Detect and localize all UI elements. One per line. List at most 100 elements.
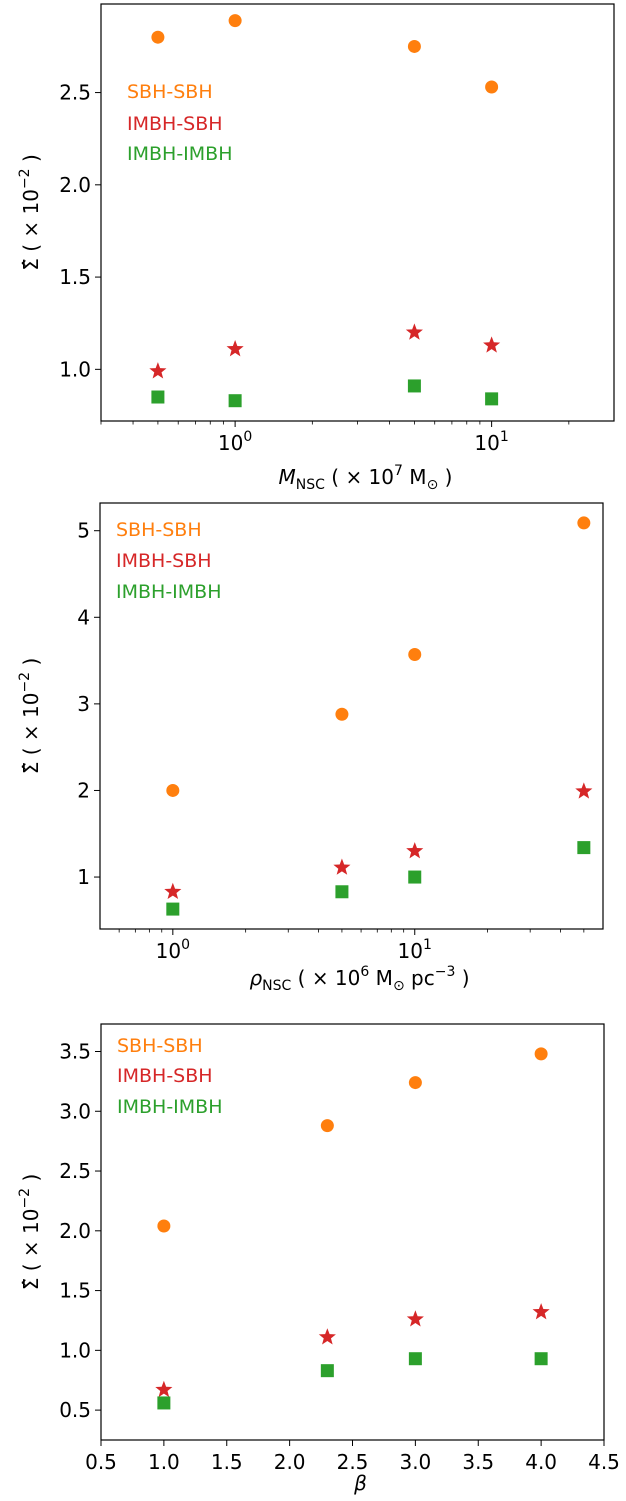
- y-label-symbol: Σ̂: [19, 762, 43, 775]
- data-point-square: [151, 390, 165, 404]
- x-label-sun-subscript: ⊙: [393, 978, 405, 994]
- x-label-unit: pc: [405, 966, 435, 990]
- data-point-star: [575, 782, 593, 799]
- data-point-square: [166, 902, 180, 916]
- x-tick-base: 10: [218, 431, 243, 455]
- x-tick-exponent: 0: [243, 429, 252, 445]
- series-sbh-sbh: [157, 1047, 548, 1233]
- data-point-square: [485, 392, 499, 406]
- x-tick-base: 10: [474, 431, 499, 455]
- data-point-star: [406, 1310, 424, 1327]
- y-tick-label: 1.0: [59, 357, 91, 381]
- plot-frame: [100, 1023, 605, 1441]
- data-point-star: [226, 340, 244, 357]
- legend-entry: IMBH-SBH: [127, 113, 223, 135]
- legend-entry: SBH-SBH: [116, 519, 202, 541]
- legend-entry: SBH-SBH: [117, 1035, 203, 1057]
- data-point-square: [320, 1364, 334, 1378]
- y-axis-label: Σ̂ ( × 10−2 ): [17, 1174, 43, 1291]
- data-point-circle: [151, 30, 165, 44]
- x-tick-label: 1.5: [211, 1450, 243, 1474]
- legend-entry: IMBH-IMBH: [116, 581, 222, 603]
- data-point-square: [577, 841, 591, 855]
- y-tick-label: 4: [77, 605, 90, 629]
- chart-panel-mass: 100 101 1.0 1.5 2.0 2.5 SBH-SBH IMBH-SBH IMBH-IM…: [0, 0, 626, 495]
- x-tick-label: 0.5: [85, 1450, 117, 1474]
- data-point-square: [407, 379, 421, 393]
- data-point-circle: [335, 707, 349, 721]
- x-tick-label: 4.5: [588, 1450, 620, 1474]
- y-tick-label: 0.5: [59, 1398, 91, 1422]
- data-point-circle: [157, 1219, 171, 1233]
- data-point-circle: [534, 1047, 548, 1061]
- x-tick-label: 100: [218, 429, 252, 455]
- x-label-text: ( × 10: [291, 966, 360, 990]
- y-tick-label: 1: [77, 865, 90, 889]
- y-tick-label: 3.5: [59, 1039, 91, 1063]
- y-label-symbol: Σ̂: [19, 258, 43, 271]
- x-tick-label: 4.0: [525, 1450, 557, 1474]
- x-tick-label: 1.0: [148, 1450, 180, 1474]
- series-imbh-sbh: [149, 323, 501, 379]
- legend-entry: IMBH-IMBH: [117, 1096, 223, 1118]
- x-tick-base: 10: [398, 939, 423, 963]
- y-label-text: ): [19, 1174, 43, 1188]
- plot-frame: [100, 3, 615, 422]
- data-point-circle: [407, 39, 421, 53]
- x-tick-exponent: 0: [181, 937, 190, 953]
- data-point-star: [532, 1303, 550, 1320]
- series-imbh-imbh: [151, 379, 499, 408]
- data-point-star: [149, 362, 167, 379]
- x-label-text: ( × 10: [325, 465, 394, 489]
- data-point-star: [483, 336, 501, 353]
- data-point-circle: [485, 80, 499, 94]
- y-label-text: ( × 10: [19, 189, 43, 258]
- x-tick-label: 2.0: [274, 1450, 306, 1474]
- legend-entry: IMBH-SBH: [117, 1065, 213, 1087]
- data-point-circle: [228, 14, 242, 28]
- y-label-exponent: −2: [17, 1188, 33, 1209]
- data-point-square: [335, 885, 349, 899]
- data-point-star: [155, 1380, 173, 1398]
- data-point-star: [405, 323, 423, 340]
- x-tick-label: 2.5: [337, 1450, 369, 1474]
- y-label-text: ( × 10: [19, 693, 43, 762]
- series-imbh-imbh: [166, 841, 591, 916]
- x-label-symbol: ρ: [249, 966, 262, 990]
- x-label-exponent: 6: [360, 964, 369, 980]
- x-label-subscript: NSC: [262, 978, 291, 994]
- x-label-text: ): [455, 966, 469, 990]
- data-point-square: [228, 394, 242, 408]
- data-point-square: [534, 1352, 548, 1366]
- data-point-circle: [408, 1076, 422, 1090]
- chart-panel-beta: 0.5 1.0 1.5 2.0 2.5 3.0 3.5 4.0 4.5 0.5 1.0 1.5 2.0 2…: [0, 1000, 626, 1501]
- data-point-star: [333, 858, 351, 875]
- y-tick-label: 1.5: [59, 1279, 91, 1303]
- y-tick-label: 2: [77, 778, 90, 802]
- x-axis-label: ρNSC ( × 106 M⊙ pc−3 ): [249, 964, 469, 994]
- x-tick-exponent: 1: [423, 937, 432, 953]
- data-point-square: [408, 870, 422, 884]
- scatter-plot-beta: 0.5 1.0 1.5 2.0 2.5 3.0 3.5 4.0 4.5 0.5 1.0 1.5 2.0 2…: [17, 1023, 620, 1495]
- y-tick-label: 2.0: [59, 173, 91, 197]
- x-label-text: M: [369, 966, 393, 990]
- y-tick-label: 3.0: [59, 1099, 91, 1123]
- series-imbh-sbh: [164, 782, 593, 900]
- data-point-circle: [320, 1119, 334, 1133]
- y-tick-label: 2.5: [59, 81, 91, 105]
- y-label-exponent: −2: [17, 168, 33, 189]
- y-tick-label: 1.0: [59, 1338, 91, 1362]
- x-tick-base: 10: [156, 939, 181, 963]
- x-tick-label: 101: [398, 937, 432, 963]
- y-tick-label: 1.5: [59, 265, 91, 289]
- y-axis-label: Σ̂ ( × 10−2 ): [17, 658, 43, 775]
- data-point-circle: [166, 783, 180, 797]
- series-imbh-imbh: [157, 1352, 548, 1410]
- x-tick-label: 101: [474, 429, 508, 455]
- x-tick-label: 100: [156, 937, 190, 963]
- x-label-symbol: M: [279, 465, 296, 489]
- y-tick-label: 5: [77, 519, 90, 543]
- y-label-text: ): [19, 658, 43, 672]
- y-tick-label: 3: [77, 692, 90, 716]
